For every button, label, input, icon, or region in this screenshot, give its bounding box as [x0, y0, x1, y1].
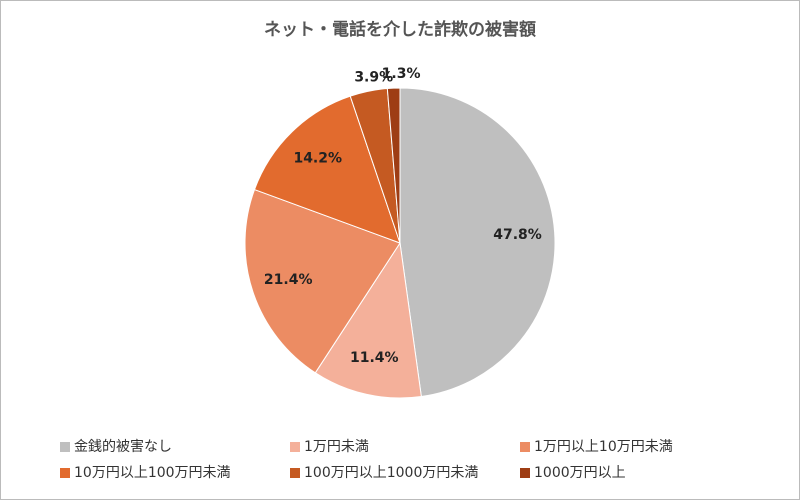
pie-slice [253, 95, 401, 244]
legend-swatch [290, 468, 300, 478]
legend-label: 1万円以上10万円未満 [534, 439, 673, 455]
legend-label: 1万円未満 [304, 439, 369, 455]
legend-swatch [520, 468, 530, 478]
data-label: 3.9% [354, 70, 393, 86]
data-label: 1.3% [382, 66, 421, 82]
legend-label: 100万円以上1000万円未満 [304, 465, 478, 481]
data-label: 11.4% [350, 350, 399, 366]
pie-slice [314, 241, 422, 399]
legend-label: 1000万円以上 [534, 465, 626, 481]
legend-swatch [60, 468, 70, 478]
pie-slice [244, 188, 401, 374]
data-label: 47.8% [493, 227, 542, 243]
legend-swatch [60, 442, 70, 452]
data-label: 21.4% [264, 272, 313, 288]
pie-slice [399, 87, 556, 398]
pie-slice [386, 87, 401, 244]
legend-label: 金銭的被害なし [74, 439, 172, 455]
legend-swatch [520, 442, 530, 452]
chart-title: ネット・電話を介した詐欺の被害額 [264, 19, 536, 40]
legend-label: 10万円以上100万円未満 [74, 465, 231, 481]
legend-swatch [290, 442, 300, 452]
data-label: 14.2% [293, 151, 342, 167]
